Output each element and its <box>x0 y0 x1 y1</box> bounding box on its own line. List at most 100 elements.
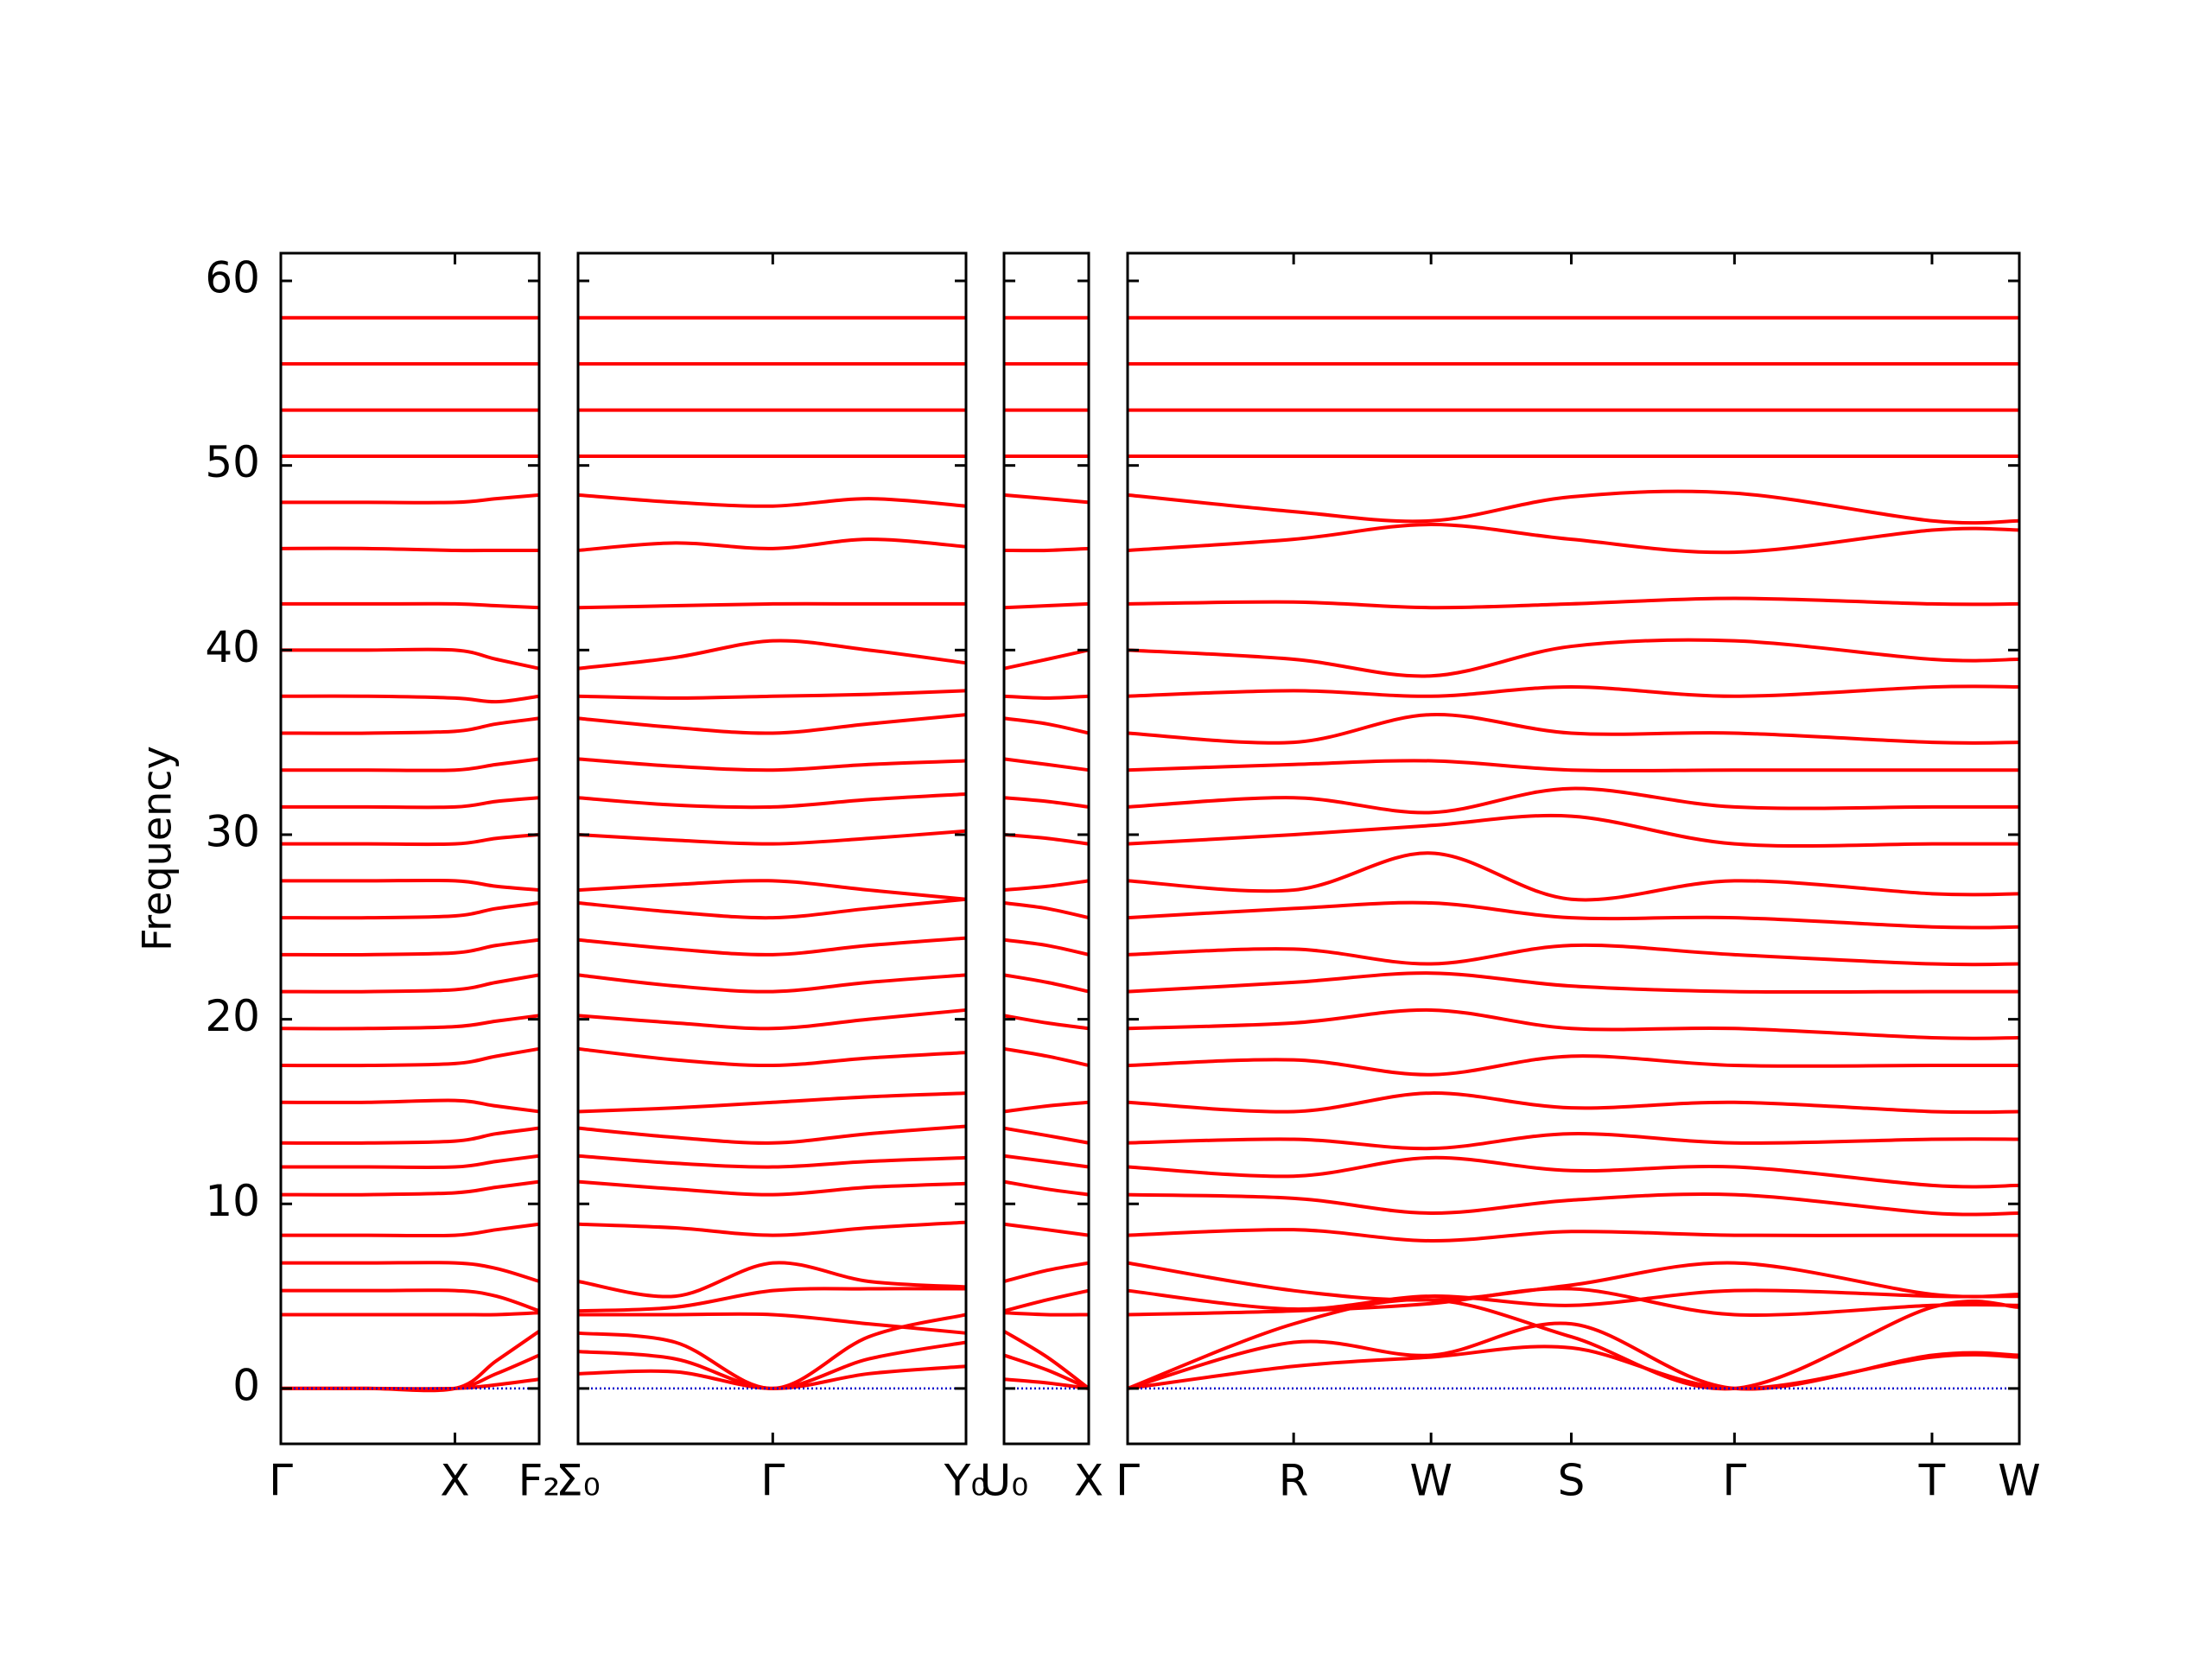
band-line <box>1003 1288 1090 1313</box>
band-line <box>1003 493 1090 505</box>
band-line <box>1127 813 2019 849</box>
band-line <box>577 1046 967 1068</box>
y-tick-label: 40 <box>205 622 260 672</box>
band-line <box>1003 1311 1090 1317</box>
band-line <box>280 1179 540 1197</box>
band-line <box>1003 694 1090 700</box>
band-line <box>577 1124 967 1145</box>
band-line <box>280 757 540 772</box>
band-line <box>280 1126 540 1145</box>
band-line <box>1003 1100 1090 1114</box>
band-line <box>1003 1179 1090 1197</box>
band-line <box>577 936 967 957</box>
band-line <box>280 546 539 553</box>
x-tick-label: U₀ <box>980 1456 1029 1506</box>
band-line <box>1127 971 2019 995</box>
band-line <box>1127 1007 2020 1040</box>
band-line <box>1127 1261 2020 1302</box>
band-line <box>1127 1298 2020 1391</box>
x-tick-label: F₂ <box>518 1456 561 1506</box>
band-line <box>281 1330 541 1393</box>
band-line <box>1127 1155 2020 1189</box>
band-line <box>577 1007 967 1031</box>
band-line <box>1003 796 1090 809</box>
band-line <box>577 1340 967 1390</box>
band-line <box>1127 1192 2020 1217</box>
band-line <box>1127 1288 2020 1312</box>
x-tick-label: Γ <box>1116 1456 1140 1506</box>
band-line <box>577 537 967 552</box>
y-tick-label: 0 <box>232 1360 260 1410</box>
band-line <box>1003 1046 1090 1067</box>
band-line <box>577 639 967 671</box>
x-tick-label: W <box>1409 1456 1452 1506</box>
band-line <box>280 716 540 735</box>
band-line <box>577 1179 967 1197</box>
band-line <box>577 1091 967 1114</box>
x-tick-label: T <box>1918 1456 1946 1506</box>
band-line <box>1127 1321 2020 1391</box>
band-line <box>577 1287 967 1313</box>
x-tick-label: Σ₀ <box>556 1456 601 1506</box>
band-line <box>280 1261 540 1283</box>
band-line <box>577 791 967 810</box>
band-line <box>577 973 967 994</box>
band-line <box>577 601 966 610</box>
plot-frame <box>279 251 541 1446</box>
band-line <box>280 901 540 920</box>
band-line <box>1127 851 2020 902</box>
x-tick-label: Y₀ <box>944 1456 988 1506</box>
band-line <box>577 493 967 508</box>
band-line <box>1003 1126 1090 1145</box>
band-line <box>281 1154 540 1170</box>
band-line <box>578 1312 967 1335</box>
plot-frame <box>1126 251 2021 1446</box>
band-line <box>1003 973 1090 994</box>
y-axis-label: Frequency <box>134 746 181 951</box>
band-line <box>281 1311 540 1317</box>
y-tick-label: 60 <box>205 253 260 303</box>
band-line <box>577 829 967 846</box>
x-tick-label: Γ <box>1722 1456 1746 1506</box>
panel: Σ₀ Γ Y₀ <box>556 251 988 1506</box>
band-line <box>280 1014 540 1031</box>
band-line <box>281 1222 540 1238</box>
band-line <box>1003 716 1090 735</box>
band-line <box>577 1261 967 1299</box>
band-line <box>280 1046 540 1068</box>
band-line <box>280 493 540 505</box>
band-line <box>1003 879 1090 893</box>
band-line <box>1003 901 1090 920</box>
band-line <box>280 694 540 704</box>
band-line <box>1127 786 2019 815</box>
band-line <box>577 689 967 700</box>
band-line <box>281 832 540 847</box>
band-line <box>1002 1329 1090 1390</box>
band-line <box>1003 757 1090 772</box>
band-line <box>280 1098 540 1114</box>
band-line <box>1127 900 2020 930</box>
band-line <box>1003 1261 1090 1283</box>
band-line <box>1127 523 2020 555</box>
x-tick-label: X <box>440 1456 469 1506</box>
x-tick-label: X <box>1074 1456 1103 1506</box>
band-line <box>1003 1353 1090 1390</box>
band-line <box>280 973 540 994</box>
band-line <box>1003 938 1090 957</box>
band-line <box>280 647 540 671</box>
y-tick-label: 30 <box>205 806 260 856</box>
band-line <box>1003 1154 1090 1169</box>
band-line <box>1127 638 2020 678</box>
band-line <box>1127 943 2020 967</box>
band-line <box>281 601 540 610</box>
x-tick-label: S <box>1558 1456 1586 1506</box>
band-line <box>1003 601 1090 610</box>
band-line <box>577 1220 967 1237</box>
band-line <box>1127 1091 2020 1115</box>
band-line <box>280 938 540 957</box>
band-line <box>1127 596 2020 610</box>
band-line <box>1003 1014 1090 1031</box>
band-line <box>1127 1228 2019 1243</box>
